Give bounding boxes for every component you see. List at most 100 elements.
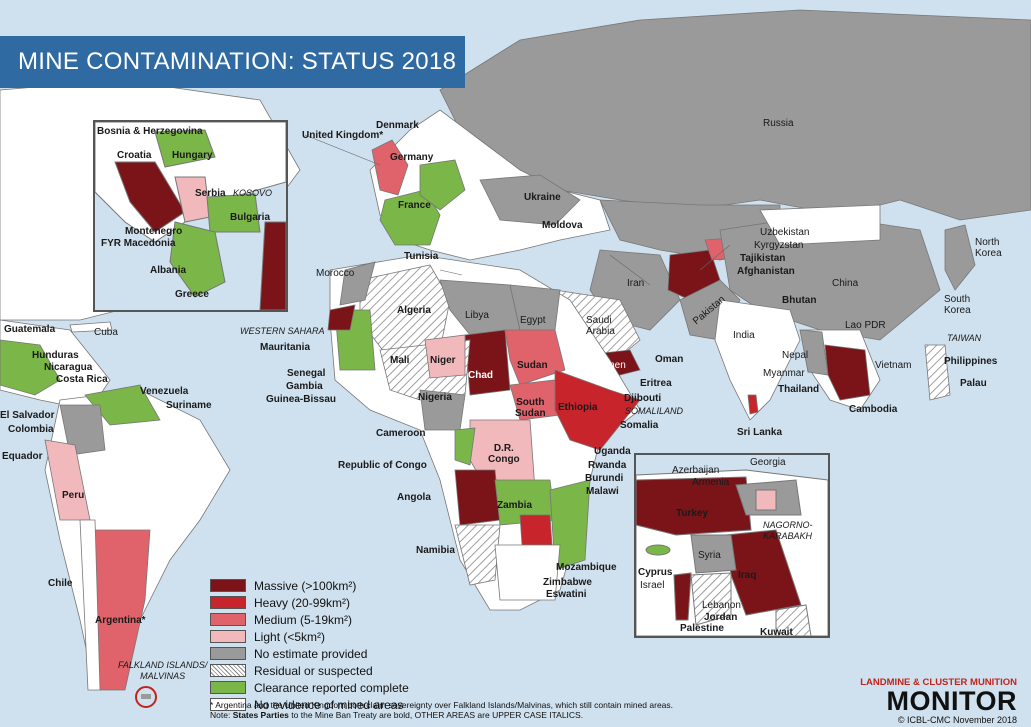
- brand-logo: LANDMINE & CLUSTER MUNITION MONITOR © IC…: [860, 677, 1017, 725]
- label-guatemala: Guatemala: [4, 324, 56, 335]
- legend: Massive (>100km²) Heavy (20-99km²) Medium …: [210, 577, 410, 713]
- legend-item-heavy: Heavy (20-99km²): [210, 594, 410, 611]
- label-libya: Libya: [465, 310, 489, 321]
- label-malawi: Malawi: [586, 486, 619, 497]
- label-morocco: Morocco: [316, 268, 355, 279]
- label-greece: Greece: [175, 289, 209, 300]
- legend-item-light: Light (<5km²): [210, 628, 410, 645]
- label-rwanda: Rwanda: [588, 460, 627, 471]
- label-georgia: Georgia: [750, 457, 786, 468]
- label-kosovo: KOSOVO: [233, 188, 273, 198]
- label-angola: Angola: [397, 492, 431, 503]
- label-turkey: Turkey: [676, 508, 709, 519]
- label-azerbaijan: Azerbaijan: [672, 465, 720, 476]
- region-germany: [419, 159, 466, 211]
- label-south-sudan: South Sudan: [515, 397, 546, 419]
- label-mali: Mali: [390, 355, 410, 366]
- region-zimbabwe: [519, 514, 553, 546]
- region-chad: [464, 329, 511, 396]
- region-congo-rep: [454, 427, 476, 466]
- legend-label-light: Light (<5km²): [254, 629, 326, 644]
- label-jordan: Jordan: [704, 612, 738, 623]
- label-guinea-bissau: Guinea-Bissau: [266, 394, 337, 405]
- label-cuba: Cuba: [94, 327, 118, 338]
- region-colombia: [59, 404, 106, 456]
- label-sri-lanka: Sri Lanka: [737, 427, 783, 438]
- label-eswatini: Eswatini: [546, 589, 587, 600]
- legend-swatch-heavy: [210, 596, 246, 609]
- label-china: China: [832, 278, 859, 289]
- label-yemen: Yemen: [595, 360, 626, 371]
- label-iran: Iran: [627, 278, 645, 289]
- legend-label-clearance: Clearance reported complete: [254, 680, 409, 695]
- label-ethiopia: Ethiopia: [558, 402, 598, 413]
- region-ethiopia-somalia: [554, 369, 641, 451]
- legend-swatch-clearance: [210, 681, 246, 694]
- legend-label-massive: Massive (>100km²): [254, 578, 357, 593]
- region-mongolia: [759, 204, 881, 246]
- label-nigeria: Nigeria: [418, 392, 452, 403]
- label-namibia: Namibia: [416, 545, 455, 556]
- label-iraq: Iraq: [738, 570, 757, 581]
- legend-item-clearance: Clearance reported complete: [210, 679, 410, 696]
- legend-swatch-residual: [210, 664, 246, 677]
- region-sudan: [504, 329, 566, 386]
- label-uzbekistan: Uzbekistan: [760, 227, 810, 238]
- label-western-sahara: WESTERN SAHARA: [240, 326, 325, 336]
- label-peru: Peru: [62, 490, 85, 501]
- region-korea: [944, 224, 976, 291]
- label-tunisia: Tunisia: [404, 251, 439, 262]
- legend-label-none: No evidence of mined areas: [254, 697, 404, 712]
- legend-swatch-none: [210, 698, 246, 711]
- label-drc: D.R. Congo: [488, 443, 520, 465]
- region-chile: [79, 519, 101, 691]
- label-north-korea: North Korea: [975, 237, 1002, 259]
- label-palestine: Palestine: [680, 623, 724, 634]
- label-taiwan: TAIWAN: [947, 333, 982, 343]
- region-sri-lanka: [747, 394, 759, 415]
- brand-main: MONITOR: [886, 686, 1017, 716]
- label-south-korea: South Korea: [944, 294, 971, 316]
- footnote-line-2: Note: States Parties to the Mine Ban Tre…: [210, 710, 584, 720]
- label-ukraine: Ukraine: [524, 192, 561, 203]
- balkans-inset: [93, 120, 288, 312]
- region-western-sahara: [327, 304, 356, 331]
- falklands-marker: [135, 686, 157, 708]
- region-venezuela: [84, 384, 161, 426]
- label-saudi: Saudi Arabia: [586, 315, 615, 337]
- label-vietnam: Vietnam: [875, 360, 912, 371]
- label-syria: Syria: [698, 550, 721, 561]
- label-nicaragua: Nicaragua: [44, 362, 93, 373]
- label-gambia: Gambia: [286, 381, 323, 392]
- label-moldova: Moldova: [542, 220, 583, 231]
- label-croatia: Croatia: [117, 150, 152, 161]
- region-morocco: [339, 261, 376, 306]
- label-sudan: Sudan: [517, 360, 548, 371]
- label-uk: United Kingdom*: [302, 130, 384, 141]
- label-serbia: Serbia: [195, 188, 226, 199]
- label-senegal: Senegal: [287, 368, 326, 379]
- label-macedonia: FYR Macedonia: [101, 238, 176, 249]
- label-hungary: Hungary: [172, 150, 213, 161]
- label-zimbabwe: Zimbabwe: [543, 577, 592, 588]
- legend-item-massive: Massive (>100km²): [210, 577, 410, 594]
- label-tajikistan: Tajikistan: [740, 253, 786, 264]
- label-nepal: Nepal: [782, 350, 809, 361]
- label-albania: Albania: [150, 265, 187, 276]
- brand-sub: © ICBL-CMC November 2018: [897, 715, 1017, 725]
- label-algeria: Algeria: [397, 305, 431, 316]
- label-eritrea: Eritrea: [640, 378, 672, 389]
- legend-item-none: No evidence of mined areas: [210, 696, 410, 713]
- label-egypt: Egypt: [520, 315, 546, 326]
- label-ecuador: Equador: [2, 451, 43, 462]
- region-angola: [454, 469, 501, 526]
- label-india: India: [733, 330, 755, 341]
- label-falklands: FALKLAND ISLANDS/ MALVINAS: [118, 660, 208, 681]
- label-kuwait: Kuwait: [760, 627, 793, 638]
- label-mauritania: Mauritania: [260, 342, 311, 353]
- footnote-line-1: * Argentina and the United Kingdom both …: [210, 700, 674, 710]
- label-cameroon: Cameroon: [376, 428, 426, 439]
- label-colombia: Colombia: [8, 424, 54, 435]
- label-thailand: Thailand: [778, 384, 820, 395]
- label-costa-rica: Costa Rica: [56, 374, 108, 385]
